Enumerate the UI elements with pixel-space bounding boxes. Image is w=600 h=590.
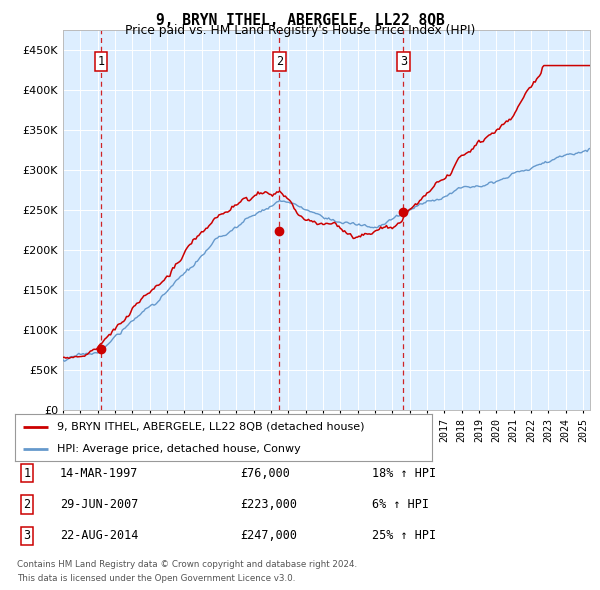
Text: 14-MAR-1997: 14-MAR-1997 (60, 467, 139, 480)
Text: Price paid vs. HM Land Registry's House Price Index (HPI): Price paid vs. HM Land Registry's House … (125, 24, 475, 37)
Text: 3: 3 (400, 55, 407, 68)
Text: 3: 3 (23, 529, 31, 542)
Text: 2: 2 (23, 498, 31, 511)
Text: 18% ↑ HPI: 18% ↑ HPI (372, 467, 436, 480)
Text: £223,000: £223,000 (240, 498, 297, 511)
Text: £247,000: £247,000 (240, 529, 297, 542)
Text: 2: 2 (276, 55, 283, 68)
Text: 29-JUN-2007: 29-JUN-2007 (60, 498, 139, 511)
Text: HPI: Average price, detached house, Conwy: HPI: Average price, detached house, Conw… (57, 444, 301, 454)
Text: 6% ↑ HPI: 6% ↑ HPI (372, 498, 429, 511)
Text: 1: 1 (23, 467, 31, 480)
Text: 9, BRYN ITHEL, ABERGELE, LL22 8QB (detached house): 9, BRYN ITHEL, ABERGELE, LL22 8QB (detac… (57, 422, 364, 432)
Text: Contains HM Land Registry data © Crown copyright and database right 2024.: Contains HM Land Registry data © Crown c… (17, 560, 357, 569)
Text: £76,000: £76,000 (240, 467, 290, 480)
Text: 25% ↑ HPI: 25% ↑ HPI (372, 529, 436, 542)
Text: This data is licensed under the Open Government Licence v3.0.: This data is licensed under the Open Gov… (17, 574, 295, 583)
Text: 9, BRYN ITHEL, ABERGELE, LL22 8QB: 9, BRYN ITHEL, ABERGELE, LL22 8QB (155, 13, 445, 28)
Text: 1: 1 (98, 55, 105, 68)
Text: 22-AUG-2014: 22-AUG-2014 (60, 529, 139, 542)
